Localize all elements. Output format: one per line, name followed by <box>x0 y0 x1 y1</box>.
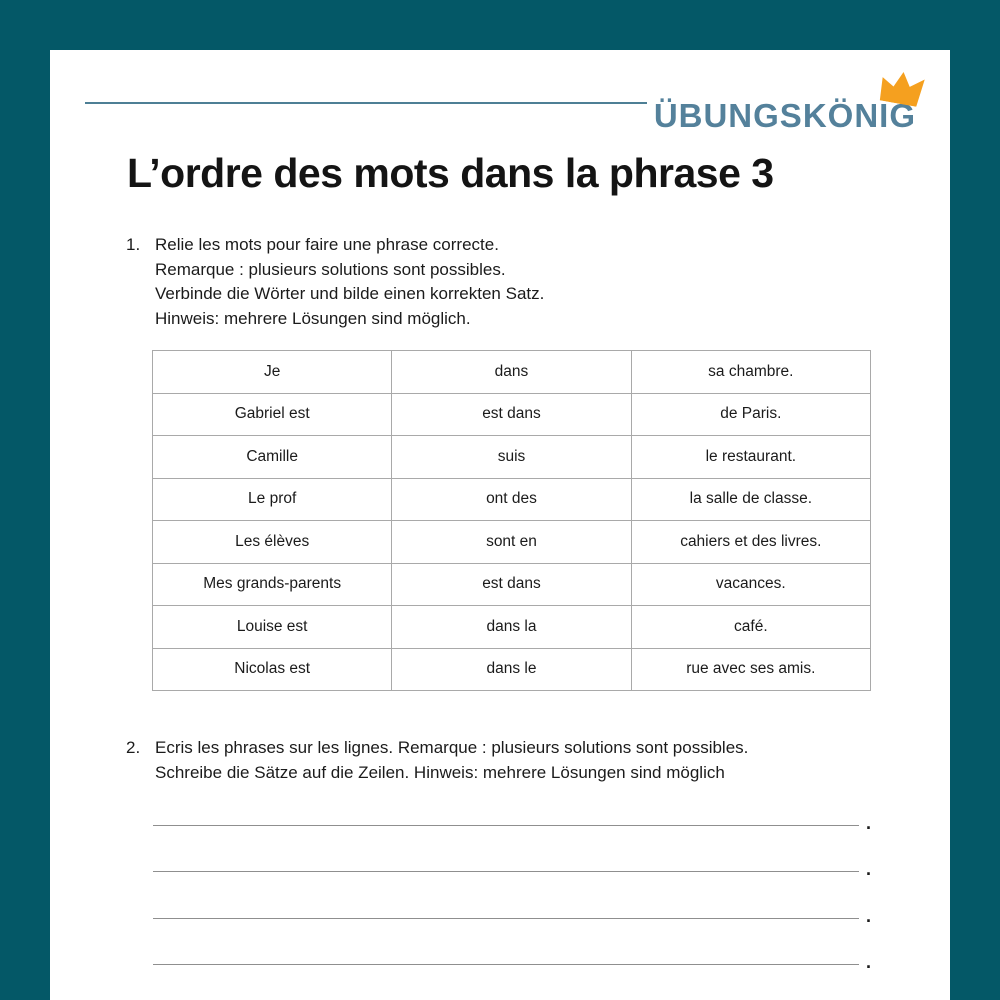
table-cell: Camille <box>151 435 393 479</box>
table-cell: dans la <box>391 605 632 649</box>
writing-line-rule <box>153 825 859 826</box>
writing-line-period: . <box>865 859 871 880</box>
table-cell: Louise est <box>151 605 393 649</box>
writing-line: . <box>153 946 873 972</box>
table-cell: café. <box>630 605 872 649</box>
instruction-line: Verbinde die Wörter und bilde einen korr… <box>155 284 545 304</box>
page-title: L’ordre des mots dans la phrase 3 <box>127 150 774 196</box>
writing-line-period: . <box>865 951 871 972</box>
table-cell: ont des <box>391 477 632 521</box>
table-row: Gabriel est est dans de Paris. <box>151 392 872 436</box>
table-cell: Je <box>151 350 393 394</box>
table-cell: dans le <box>391 647 632 691</box>
table-cell: vacances. <box>630 562 872 606</box>
instruction-line: Hinweis: mehrere Lösungen sind möglich. <box>155 308 471 328</box>
table-cell: Le prof <box>151 477 393 521</box>
table-cell: Gabriel est <box>151 392 393 436</box>
instruction-line: Remarque : plusieurs solutions sont poss… <box>155 259 506 279</box>
table-cell: cahiers et des livres. <box>630 520 872 564</box>
table-cell: de Paris. <box>630 392 872 436</box>
writing-line-period: . <box>865 905 871 926</box>
logo-text: ÜBUNGSKÖNIG <box>653 97 916 134</box>
table-cell: dans <box>391 350 632 394</box>
table-cell: la salle de classe. <box>630 477 872 521</box>
table-cell: est dans <box>391 562 632 606</box>
table-cell: rue avec ses amis. <box>630 647 872 691</box>
exercise-2-number: 2. <box>126 738 141 757</box>
table-cell: le restaurant. <box>630 435 872 479</box>
table-row: Les élèves sont en cahiers et des livres. <box>151 520 872 564</box>
worksheet-page: ÜBUNGSKÖNIG L’ordre des mots dans la phr… <box>50 50 950 1000</box>
writing-line-rule <box>153 871 859 873</box>
crown-icon <box>879 72 925 107</box>
header-divider <box>85 102 647 104</box>
table-cell: est dans <box>391 392 632 436</box>
table-row: Camille suis le restaurant. <box>151 435 872 479</box>
table-row: Mes grands-parents est dans vacances. <box>151 562 872 606</box>
table-row: Je dans sa chambre. <box>151 350 872 394</box>
exercise-2: 2. Ecris les phrases sur les lignes. Rem… <box>126 736 748 785</box>
exercise-1-number: 1. <box>126 235 141 254</box>
table-cell: sont en <box>391 520 632 564</box>
table-row: Louise est dans la café. <box>151 605 872 649</box>
writing-line-rule <box>153 917 859 919</box>
exercise-2-instructions: Ecris les phrases sur les lignes. Remarq… <box>155 736 748 785</box>
matching-table: Je dans sa chambre. Gabriel est est dans de P… <box>151 350 872 691</box>
exercise-1: 1. Relie les mots pour faire une phrase … <box>126 233 544 331</box>
writing-line: . <box>153 853 873 879</box>
exercise-1-instructions: Relie les mots pour faire une phrase cor… <box>155 233 544 331</box>
table-cell: sa chambre. <box>630 350 872 394</box>
instruction-line: Schreibe die Sätze auf die Zeilen. Hinwe… <box>155 762 725 782</box>
table-cell: suis <box>391 435 632 479</box>
writing-line-period: . <box>865 813 871 833</box>
table-cell: Les élèves <box>151 520 393 564</box>
instruction-line: Relie les mots pour faire une phrase cor… <box>155 235 499 254</box>
writing-line-rule <box>153 963 859 965</box>
instruction-line: Ecris les phrases sur les lignes. Remarq… <box>155 738 749 757</box>
writing-line: . <box>153 900 873 926</box>
table-row: Le prof ont des la salle de classe. <box>151 477 872 521</box>
table-cell: Mes grands-parents <box>151 562 393 606</box>
table-cell: Nicolas est <box>151 647 393 691</box>
table-row: Nicolas est dans le rue avec ses amis. <box>151 647 872 691</box>
writing-line: . <box>153 807 873 833</box>
uebungskoenig-logo: ÜBUNGSKÖNIG <box>654 97 916 135</box>
